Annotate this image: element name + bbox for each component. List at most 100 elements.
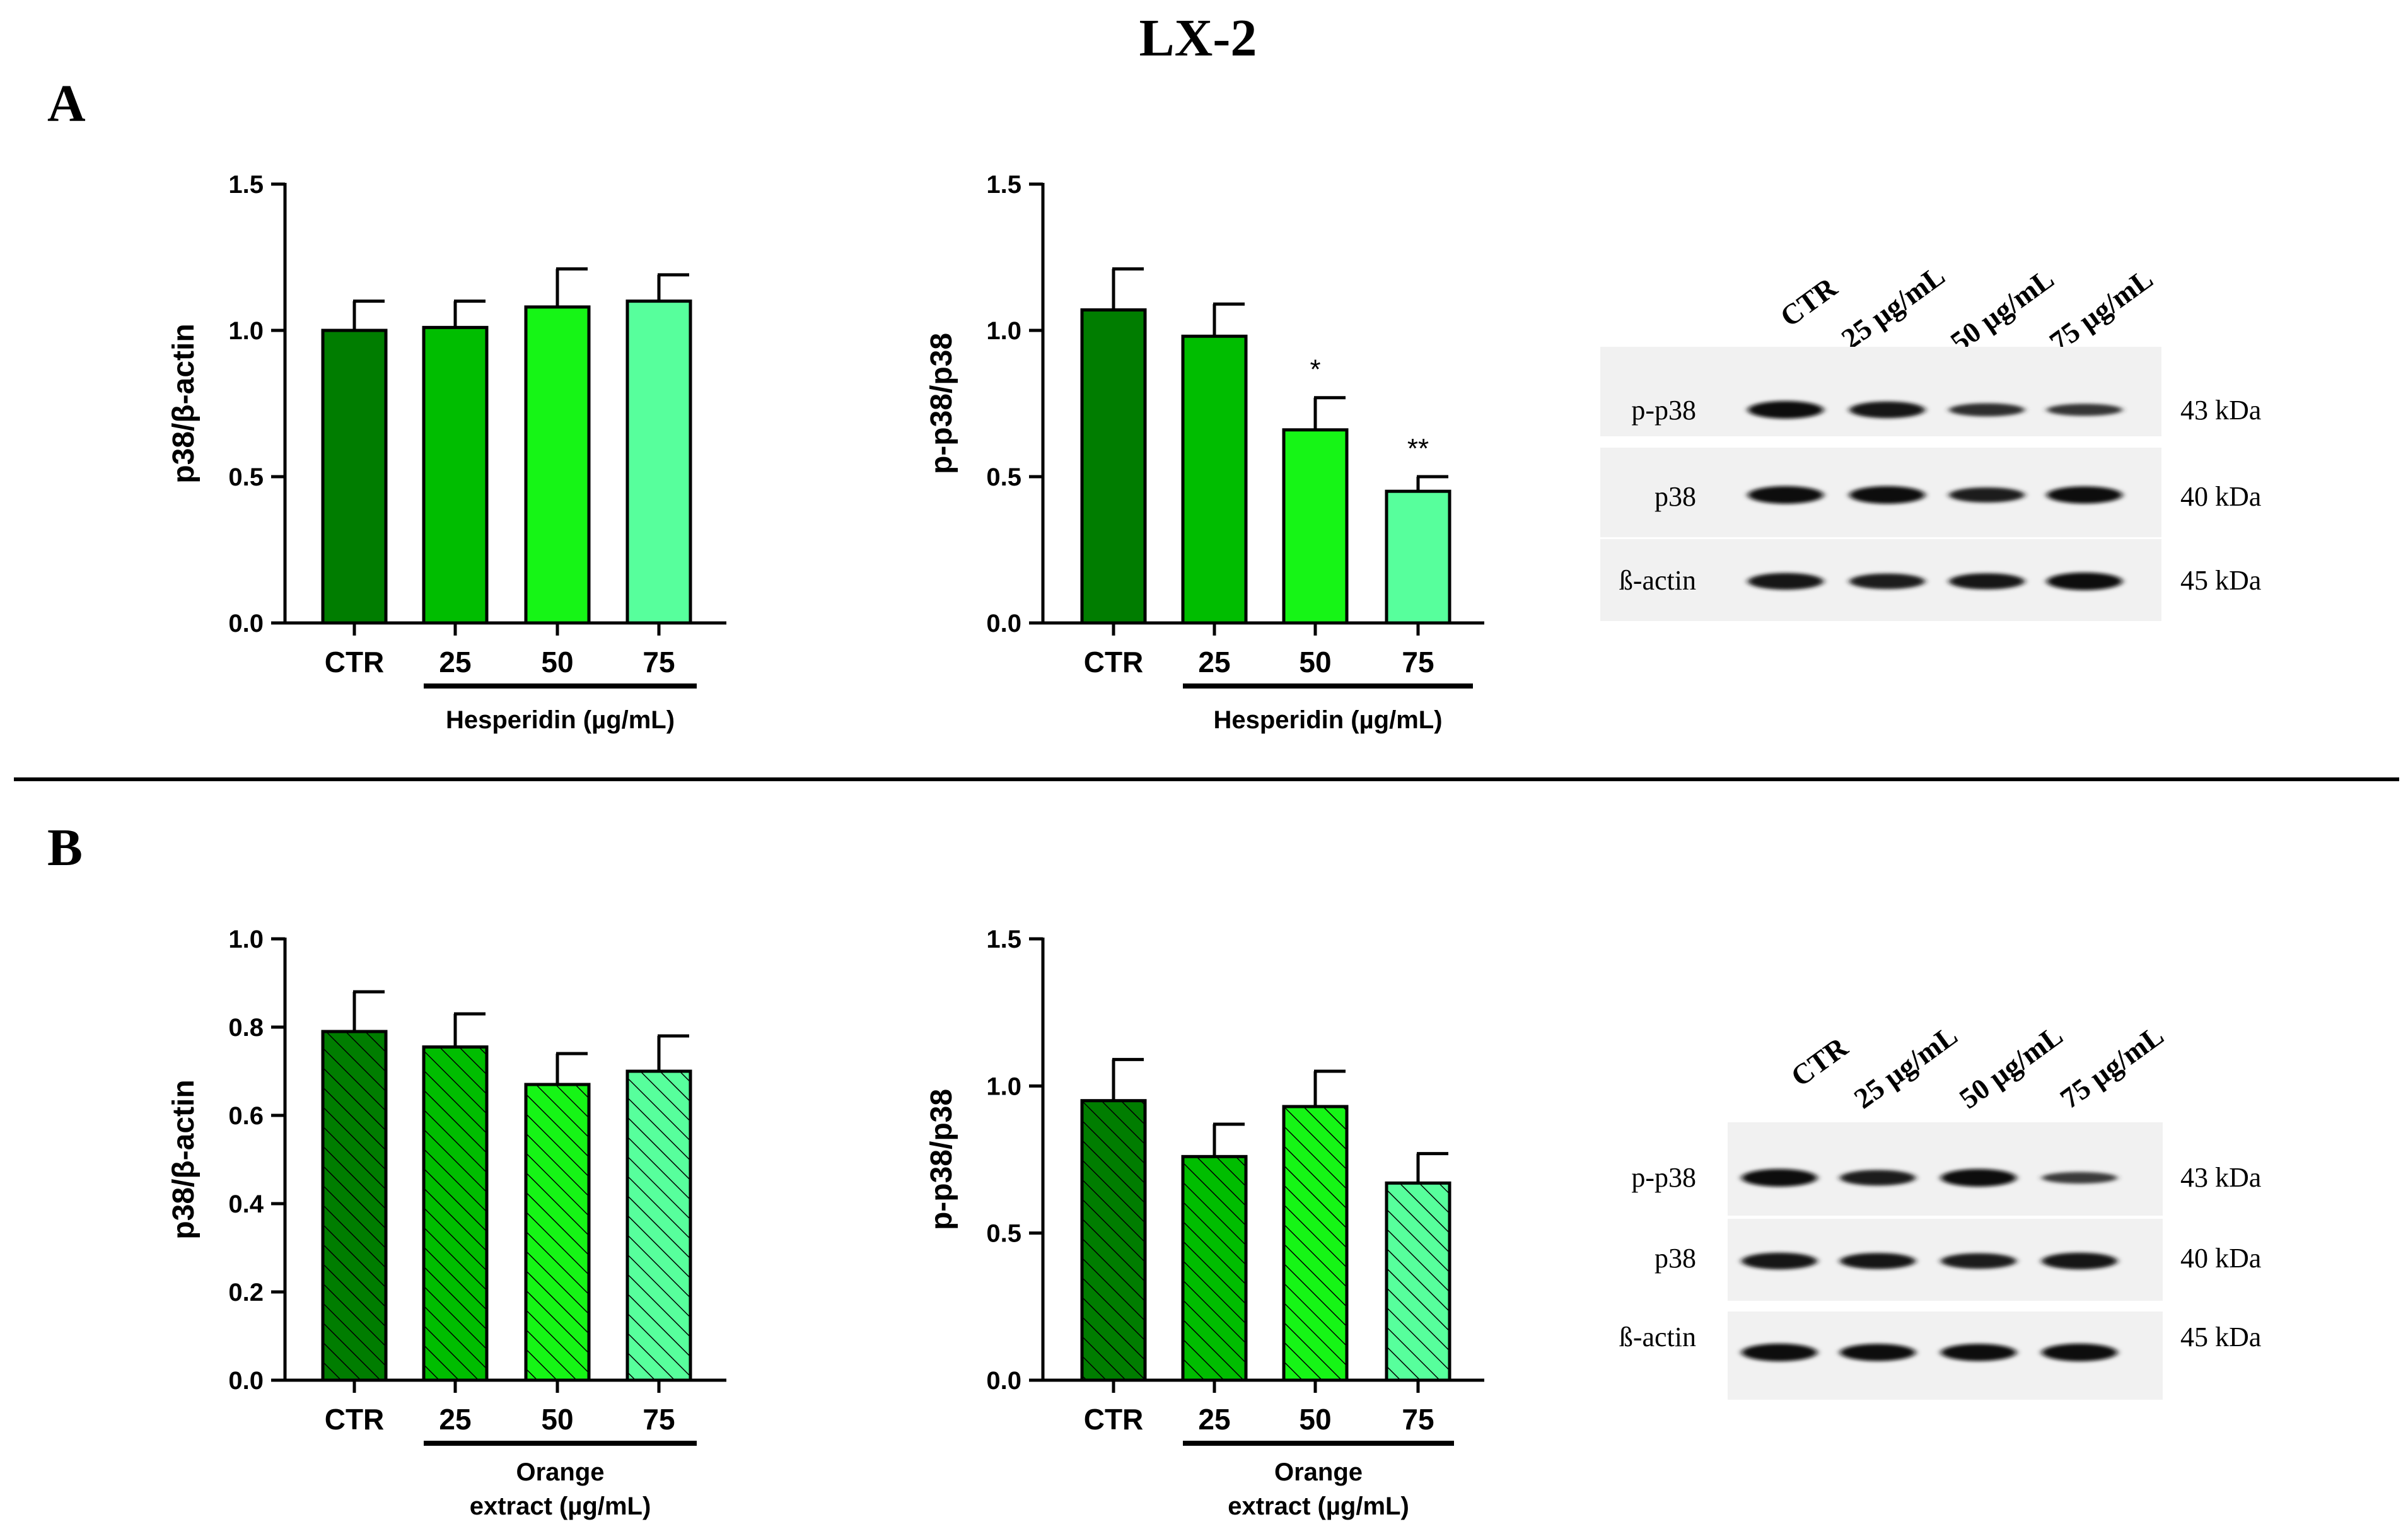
blot-band: [2042, 1171, 2117, 1184]
blot-row-label: ß-actin: [1619, 1322, 1696, 1352]
group-label: extract (µg/mL): [1228, 1492, 1409, 1520]
bar-25: [422, 325, 489, 625]
blot-row-label: p38: [1655, 1243, 1696, 1274]
blot-band: [1840, 1344, 1916, 1361]
blot-band: [1840, 1170, 1916, 1186]
y-tick-label: 0.5: [228, 463, 264, 491]
blot-kda-label: 43 kDa: [2180, 1162, 2261, 1193]
blot-band: [1949, 403, 2025, 417]
blot-band: [2047, 486, 2122, 504]
bar-50: [524, 1083, 591, 1382]
blot-band: [2042, 1344, 2117, 1361]
y-tick-label: 1.5: [986, 926, 1021, 953]
y-tick-label: 0.8: [228, 1014, 264, 1042]
group-label: Hesperidin (µg/mL): [446, 706, 675, 734]
y-tick-label: 0.0: [228, 610, 264, 637]
blot-band: [1941, 1169, 2016, 1187]
bar-75: [625, 1069, 692, 1382]
x-tick-label: 75: [643, 646, 675, 678]
blot-band: [1742, 1344, 1817, 1361]
chart-a2-pp38-p38: 0.0 0.5 1.0 1.5 p-p38/p38 CTR 25 50 * 75 ** Hesperi…: [925, 171, 1484, 734]
chart-b2-pp38-p38: 0.0 0.5 1.0 1.5 p-p38/p38 CTR 25 50 75 Orange extr…: [925, 926, 1484, 1520]
bar-ctr: [1080, 1099, 1147, 1382]
blot-kda-label: 40 kDa: [2180, 481, 2261, 512]
bar-75: [1385, 489, 1451, 625]
group-label: Orange: [1274, 1458, 1363, 1486]
blot-kda-label: 43 kDa: [2180, 395, 2261, 426]
blot-lane-label: CTR: [1774, 270, 1843, 333]
blot-strip: [1728, 1122, 2163, 1216]
bar-50: [1282, 1105, 1349, 1382]
panel-label-a: A: [47, 74, 86, 133]
blot-kda-label: 45 kDa: [2180, 565, 2261, 596]
blot-row-label: p-p38: [1631, 1162, 1696, 1193]
blot-band: [1941, 1344, 2016, 1361]
x-tick-label: 75: [643, 1403, 675, 1436]
significance-marker: **: [1407, 433, 1429, 464]
y-tick-label: 1.0: [228, 926, 264, 953]
blot-band: [1742, 1252, 1817, 1270]
y-axis-label: p-p38/p38: [925, 1089, 958, 1230]
y-tick-label: 0.5: [986, 1220, 1021, 1248]
x-tick-label: CTR: [1084, 1403, 1144, 1436]
x-tick-label: CTR: [1084, 646, 1144, 678]
bar-25: [1181, 1154, 1248, 1382]
blot-lane-label: CTR: [1785, 1030, 1854, 1093]
x-tick-label: 25: [1198, 1403, 1230, 1436]
blot-band: [2042, 1252, 2117, 1270]
blot-lane-label: 25 µg/mL: [1835, 259, 1951, 355]
bar-75: [625, 299, 692, 625]
y-tick-label: 0.2: [228, 1279, 264, 1306]
x-tick-label: 25: [439, 646, 471, 678]
bar-50: [1282, 428, 1349, 625]
blot-lane-label: 75 µg/mL: [2044, 262, 2159, 358]
y-tick-label: 0.0: [986, 1367, 1021, 1395]
blot-lane-label: 50 µg/mL: [1945, 262, 2060, 358]
y-tick-label: 1.0: [986, 317, 1021, 345]
blot-band: [1949, 573, 2025, 590]
blot-kda-label: 40 kDa: [2180, 1243, 2261, 1274]
blot-lane-label: 25 µg/mL: [1848, 1019, 1963, 1115]
blot-band: [1748, 401, 1823, 419]
blot-strip: [1600, 347, 2161, 436]
chart-b1-p38-beta-actin: 0.0 0.2 0.4 0.6 0.8 1.0 p38/β-actin CTR 25 50 75 Or…: [167, 926, 726, 1520]
y-tick-label: 0.0: [986, 610, 1021, 637]
bar-25: [422, 1045, 489, 1382]
blot-band: [1849, 401, 1925, 419]
x-tick-label: 50: [541, 1403, 573, 1436]
x-tick-label: 50: [541, 646, 573, 678]
y-tick-label: 1.5: [228, 171, 264, 199]
blot-kda-label: 45 kDa: [2180, 1322, 2261, 1352]
x-tick-label: CTR: [325, 646, 385, 678]
blot-band: [1941, 1253, 2016, 1269]
y-axis-label: p38/β-actin: [167, 1079, 201, 1239]
blot-band: [1840, 1253, 1916, 1269]
y-tick-label: 1.5: [986, 171, 1021, 199]
bar-ctr: [321, 328, 388, 625]
y-tick-label: 0.4: [228, 1190, 264, 1218]
y-axis-label: p38/β-actin: [167, 323, 201, 483]
group-label: Hesperidin (µg/mL): [1213, 706, 1442, 734]
bar-ctr: [321, 1030, 388, 1382]
blot-lane-label: 75 µg/mL: [2054, 1019, 2170, 1115]
x-tick-label: 25: [439, 1403, 471, 1436]
y-tick-label: 0.0: [228, 1367, 264, 1395]
blot-row-label: p38: [1655, 481, 1696, 512]
x-tick-label: 75: [1402, 646, 1434, 678]
significance-marker: *: [1310, 354, 1320, 385]
group-label: Orange: [516, 1458, 604, 1486]
panel-label-b: B: [47, 818, 83, 877]
blot-row-label: p-p38: [1631, 395, 1696, 426]
blot-band: [1742, 1169, 1817, 1187]
chart-a1-p38-beta-actin: 0.0 0.5 1.0 1.5 p38/β-actin CTR 25 50 75 Hesperid…: [167, 171, 726, 734]
blot-band: [1748, 486, 1823, 504]
group-label: extract (µg/mL): [470, 1492, 651, 1520]
y-axis-label: p-p38/p38: [925, 333, 958, 474]
x-tick-label: 75: [1402, 1403, 1434, 1436]
bar-ctr: [1080, 308, 1147, 625]
y-tick-label: 0.5: [986, 463, 1021, 491]
blot-band: [2047, 573, 2122, 590]
figure-title: LX-2: [1139, 9, 1257, 67]
